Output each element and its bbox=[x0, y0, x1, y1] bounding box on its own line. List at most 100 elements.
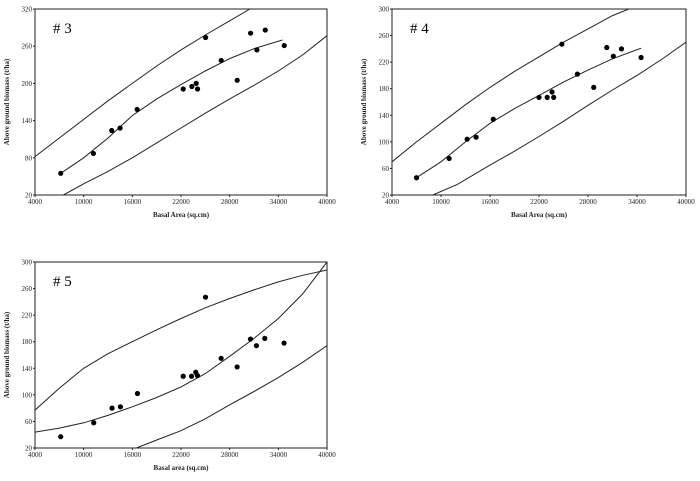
y-tick-label: 180 bbox=[22, 338, 33, 346]
y-tick-label: 260 bbox=[22, 43, 33, 51]
y-tick-label: 260 bbox=[22, 285, 33, 293]
data-point bbox=[473, 134, 479, 140]
x-axis-label: Basal area (sq.cm) bbox=[154, 464, 210, 472]
x-tick-label: 40000 bbox=[318, 451, 336, 459]
chart-plot-4: 4000 10000 16000 22000 28000 34000 40000 20 60 10… bbox=[360, 6, 695, 220]
y-axis-label: Above ground biomass (t/ha) bbox=[3, 58, 11, 145]
data-point bbox=[262, 27, 268, 33]
x-tick-label: 28000 bbox=[221, 451, 239, 459]
data-point bbox=[134, 390, 141, 397]
y-tick-label: 100 bbox=[379, 138, 390, 146]
data-point bbox=[610, 53, 616, 59]
data-point bbox=[559, 41, 565, 47]
data-point bbox=[446, 155, 452, 162]
data-point bbox=[193, 80, 199, 86]
x-axis-label: Basal Area (sq.cm) bbox=[511, 211, 568, 219]
data-point bbox=[58, 170, 64, 176]
x-tick-label: 22000 bbox=[172, 451, 190, 459]
y-tick-label: 140 bbox=[379, 112, 390, 120]
x-tick-label: 22000 bbox=[530, 198, 548, 206]
data-point bbox=[202, 294, 209, 300]
data-point bbox=[253, 343, 260, 349]
data-point bbox=[247, 30, 254, 36]
y-tick-label: 100 bbox=[22, 391, 33, 399]
data-point bbox=[464, 136, 470, 142]
data-point bbox=[413, 175, 420, 181]
y-tick-label: 20 bbox=[25, 445, 33, 453]
y-tick-label: 200 bbox=[22, 80, 33, 88]
data-point bbox=[117, 404, 124, 410]
line-upper bbox=[35, 269, 327, 411]
plot-title: # 4 bbox=[410, 21, 429, 37]
data-point bbox=[604, 44, 610, 51]
data-point bbox=[490, 116, 496, 122]
data-point bbox=[618, 46, 625, 52]
y-tick-label: 80 bbox=[25, 154, 33, 162]
data-point bbox=[91, 420, 97, 426]
chart-plot-5: 4000 10000 16000 22000 28000 34000 40000 20 60 10… bbox=[3, 259, 336, 473]
x-tick-label: 40000 bbox=[677, 198, 695, 206]
y-tick-label: 300 bbox=[379, 6, 390, 14]
data-point bbox=[234, 364, 240, 370]
data-point bbox=[218, 57, 224, 64]
data-point bbox=[194, 86, 201, 92]
y-axis-label: Above ground biomass (t/ha) bbox=[3, 311, 11, 398]
y-tick-label: 140 bbox=[22, 117, 33, 125]
y-tick-label: 60 bbox=[25, 418, 33, 426]
data-point bbox=[281, 340, 287, 346]
line-fit bbox=[416, 47, 642, 179]
data-point bbox=[591, 84, 597, 90]
data-point bbox=[189, 83, 195, 90]
data-point bbox=[536, 94, 542, 100]
data-point bbox=[117, 125, 123, 131]
line-upper bbox=[35, 9, 251, 157]
x-tick-label: 4000 bbox=[28, 198, 43, 206]
data-point bbox=[549, 89, 555, 95]
x-tick-label: 10000 bbox=[75, 198, 93, 206]
line-upper bbox=[392, 9, 629, 163]
data-point bbox=[551, 94, 557, 100]
data-point bbox=[638, 54, 644, 61]
y-tick-label: 300 bbox=[22, 259, 33, 267]
x-tick-label: 4000 bbox=[385, 198, 400, 206]
plot-title: # 5 bbox=[53, 274, 72, 290]
line-lower bbox=[432, 41, 686, 195]
x-tick-label: 34000 bbox=[628, 198, 646, 206]
data-point bbox=[281, 42, 287, 49]
y-tick-label: 180 bbox=[379, 85, 390, 93]
x-tick-label: 10000 bbox=[432, 198, 450, 206]
data-point bbox=[109, 405, 115, 411]
data-point bbox=[58, 434, 64, 440]
y-tick-label: 60 bbox=[382, 165, 390, 173]
data-point bbox=[109, 127, 115, 134]
y-tick-label: 320 bbox=[22, 6, 33, 14]
x-tick-label: 40000 bbox=[318, 198, 336, 206]
data-point bbox=[262, 335, 268, 341]
data-point bbox=[180, 86, 186, 92]
data-point bbox=[574, 71, 580, 77]
x-tick-label: 28000 bbox=[579, 198, 597, 206]
x-tick-label: 34000 bbox=[270, 198, 288, 206]
data-point bbox=[188, 373, 195, 379]
data-point bbox=[234, 77, 240, 83]
line-lower bbox=[63, 35, 327, 195]
data-point bbox=[202, 34, 209, 41]
y-tick-label: 220 bbox=[379, 59, 390, 67]
data-point bbox=[194, 372, 201, 379]
x-tick-label: 16000 bbox=[124, 451, 142, 459]
x-tick-label: 10000 bbox=[75, 451, 93, 459]
y-tick-label: 260 bbox=[379, 32, 390, 40]
y-axis-label: Above ground biomass (t/ha) bbox=[360, 58, 368, 145]
x-tick-label: 16000 bbox=[124, 198, 142, 206]
line-fit bbox=[35, 262, 327, 433]
data-point bbox=[218, 355, 224, 361]
plot-frame bbox=[34, 8, 328, 196]
x-tick-label: 16000 bbox=[481, 198, 499, 206]
y-tick-label: 20 bbox=[382, 192, 390, 200]
plot-frame bbox=[34, 261, 328, 449]
x-tick-label: 22000 bbox=[172, 198, 190, 206]
y-tick-label: 220 bbox=[22, 312, 33, 320]
x-tick-label: 34000 bbox=[270, 451, 288, 459]
plot-title: # 3 bbox=[53, 21, 72, 37]
data-point bbox=[544, 94, 550, 100]
